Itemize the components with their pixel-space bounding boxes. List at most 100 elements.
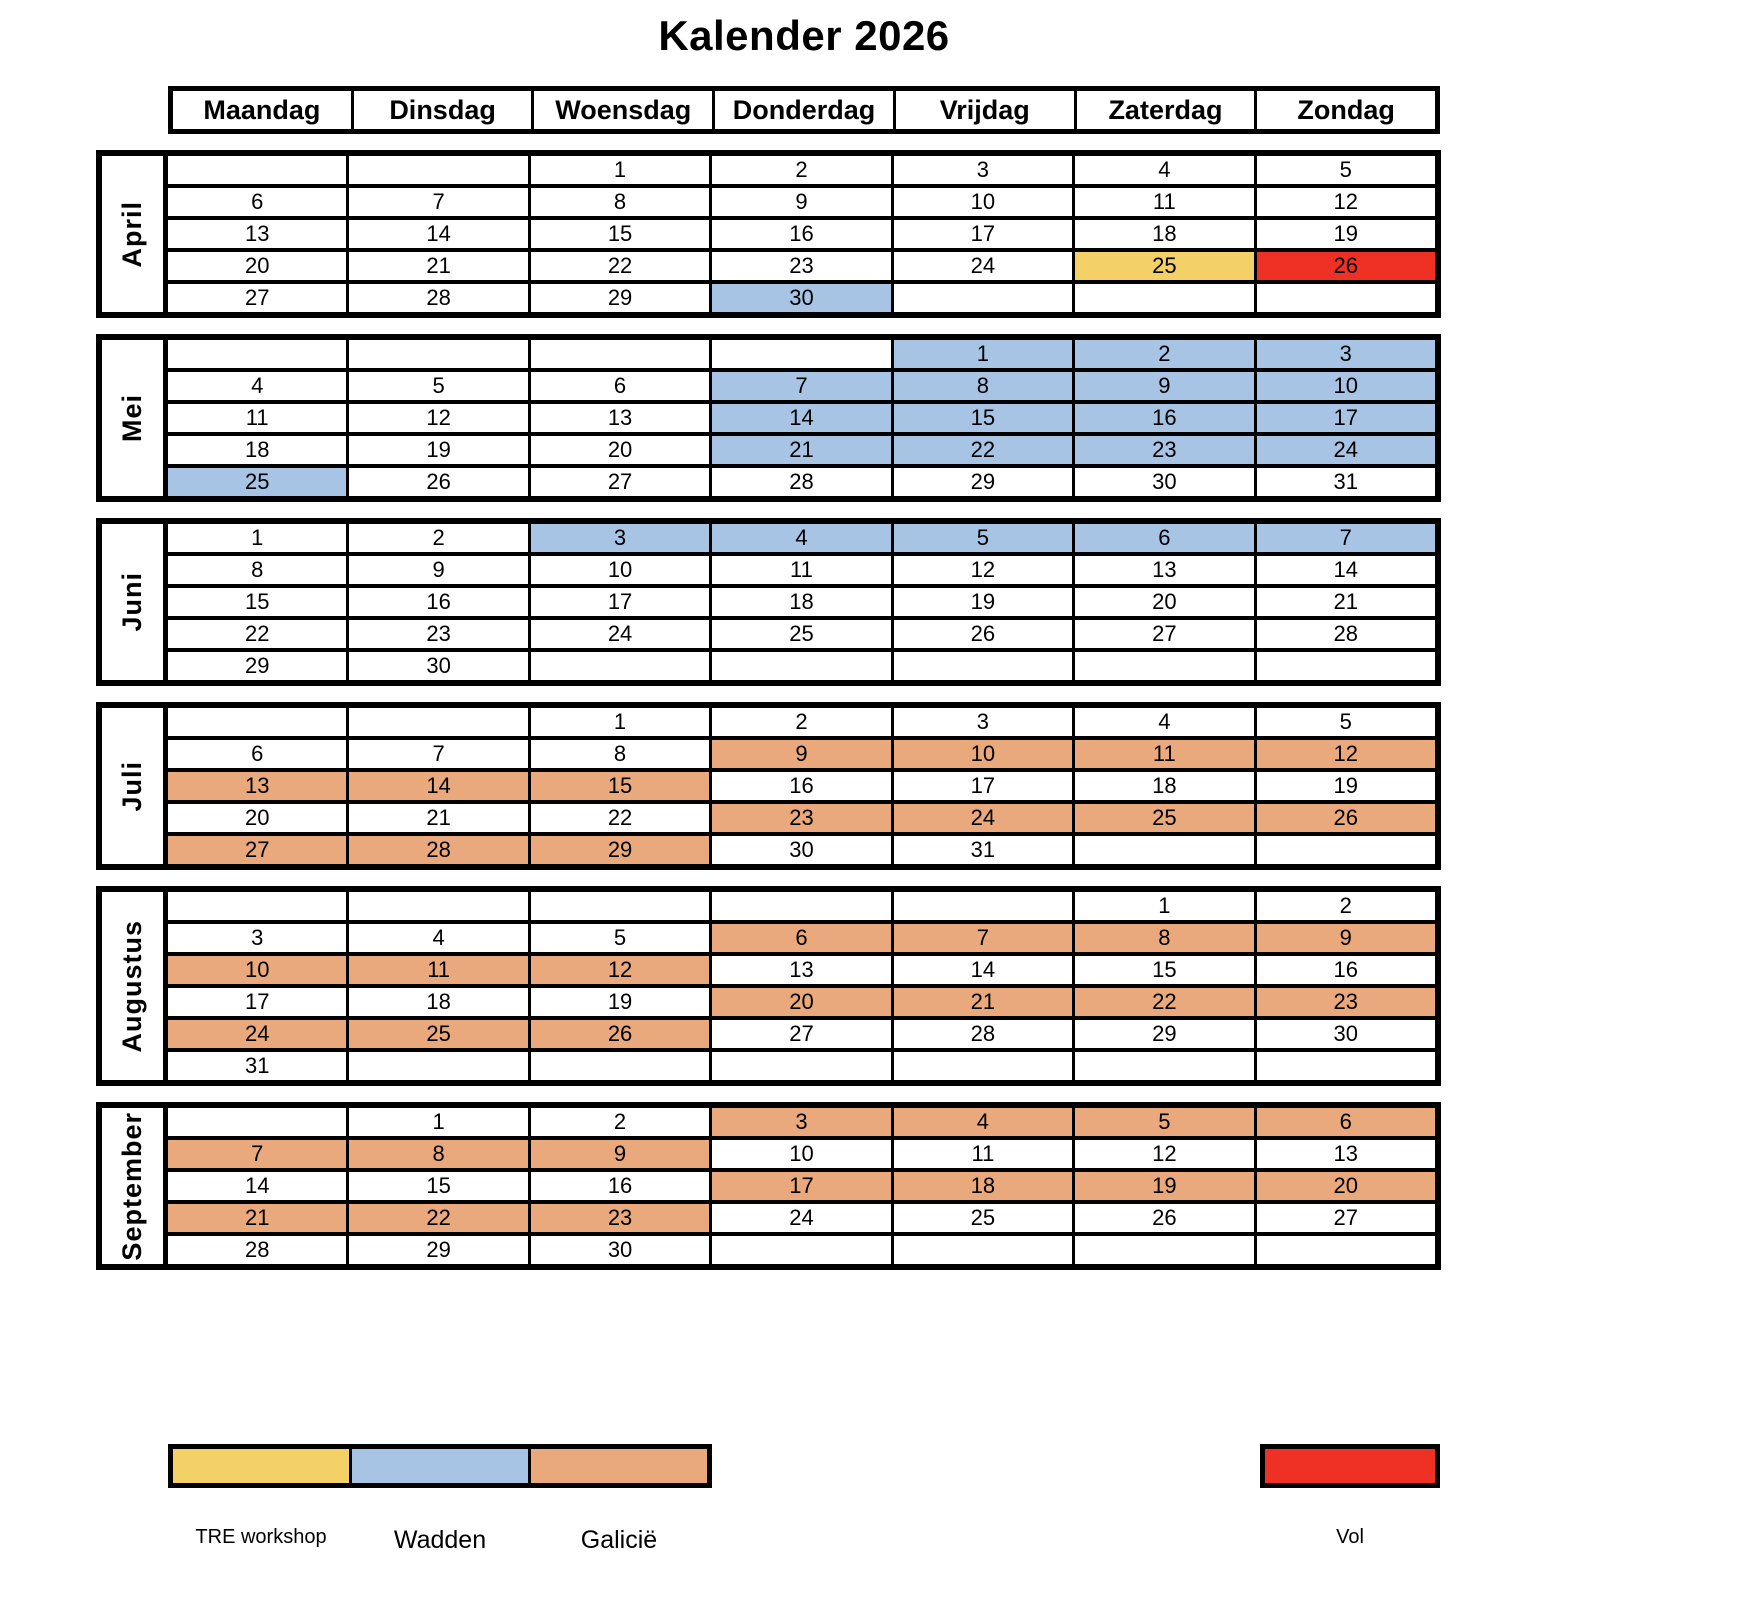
weekday-header-dinsdag: Dinsdag: [350, 91, 532, 129]
day-cell: 12: [890, 556, 1073, 584]
month-block-augustus: Augustus 1 2 3 4 5 6 7 8 9 10 11 12 13 14 15 16 17 18 19 20 2…: [96, 886, 1441, 1086]
week-row: 6 7 8 9 10 11 12: [168, 736, 1435, 768]
day-cell: 22: [168, 620, 347, 648]
day-cell: 11: [890, 1140, 1073, 1168]
day-cell: 4: [168, 372, 347, 400]
day-cell: 25: [168, 468, 347, 496]
week-row: 28 29 30: [168, 1232, 1435, 1264]
month-grid: 1 2 3 4 5 6 7 8 9 10 11 12 13 14 15 16 17 18 19 20 21 22 23 24 2…: [168, 156, 1435, 312]
day-cell: 10: [709, 1140, 891, 1168]
empty-cell: [527, 892, 710, 920]
day-cell: 4: [890, 1108, 1073, 1136]
month-block-april: April 1 2 3 4 5 6 7 8 9 10 11 12 13 14 15 16 17 18 19 20 21 22…: [96, 150, 1441, 318]
empty-cell: [168, 340, 347, 368]
day-cell: 9: [709, 740, 891, 768]
day-cell: 20: [168, 252, 347, 280]
day-cell: 18: [346, 988, 528, 1016]
day-cell: 16: [709, 772, 891, 800]
month-block-juni: Juni 1 2 3 4 5 6 7 8 9 10 11 12 13 14 15 16 17 18 19 20 21 22 2…: [96, 518, 1441, 686]
day-cell: 3: [1253, 340, 1435, 368]
day-cell: 2: [1072, 340, 1254, 368]
day-cell: 17: [1253, 404, 1435, 432]
day-cell: 7: [346, 740, 528, 768]
weekday-header-zaterdag: Zaterdag: [1073, 91, 1255, 129]
day-cell: 27: [1072, 620, 1254, 648]
day-cell: 30: [527, 1236, 710, 1264]
day-cell: 2: [1253, 892, 1435, 920]
day-cell: 7: [346, 188, 528, 216]
day-cell: 16: [1072, 404, 1254, 432]
day-cell: 28: [168, 1236, 347, 1264]
day-cell: 13: [1253, 1140, 1435, 1168]
day-cell: 3: [890, 708, 1073, 736]
day-cell: 8: [346, 1140, 528, 1168]
day-cell: 22: [1072, 988, 1254, 1016]
week-row: 27 28 29 30 31: [168, 832, 1435, 864]
day-cell: 1: [168, 524, 347, 552]
empty-cell: [890, 284, 1073, 312]
day-cell: 10: [527, 556, 710, 584]
empty-cell: [346, 708, 528, 736]
day-cell: 23: [1072, 436, 1254, 464]
week-row: 25 26 27 28 29 30 31: [168, 464, 1435, 496]
day-cell: 6: [527, 372, 710, 400]
week-row: 20 21 22 23 24 25 26: [168, 800, 1435, 832]
day-cell: 28: [346, 284, 528, 312]
day-cell: 23: [527, 1204, 710, 1232]
empty-cell: [527, 652, 710, 680]
day-cell: 1: [1072, 892, 1254, 920]
day-cell: 13: [168, 772, 347, 800]
day-cell: 30: [709, 836, 891, 864]
day-cell: 6: [168, 740, 347, 768]
day-cell: 10: [1253, 372, 1435, 400]
day-cell: 14: [709, 404, 891, 432]
day-cell: 23: [346, 620, 528, 648]
week-row: 20 21 22 23 24 25 26: [168, 248, 1435, 280]
day-cell: 13: [168, 220, 347, 248]
empty-cell: [1253, 1236, 1435, 1264]
weekday-header-zondag: Zondag: [1254, 91, 1435, 129]
day-cell: 31: [890, 836, 1073, 864]
day-cell: 3: [709, 1108, 891, 1136]
day-cell: 28: [890, 1020, 1073, 1048]
day-cell: 31: [168, 1052, 347, 1080]
empty-cell: [1072, 836, 1254, 864]
day-cell: 7: [1253, 524, 1435, 552]
legend-label: Galicië: [580, 1526, 658, 1554]
empty-cell: [1253, 652, 1435, 680]
month-label-cell: April: [102, 156, 168, 312]
week-row: 14 15 16 17 18 19 20: [168, 1168, 1435, 1200]
day-cell: 27: [168, 284, 347, 312]
day-cell: 9: [709, 188, 891, 216]
day-cell: 9: [1072, 372, 1254, 400]
day-cell: 8: [1072, 924, 1254, 952]
day-cell: 6: [709, 924, 891, 952]
legend-swatch-blue: [349, 1449, 528, 1483]
day-cell: 18: [1072, 220, 1254, 248]
month-label: April: [117, 200, 147, 268]
day-cell: 29: [346, 1236, 528, 1264]
page-title: Kalender 2026: [658, 12, 950, 59]
day-cell: 4: [346, 924, 528, 952]
week-row: 22 23 24 25 26 27 28: [168, 616, 1435, 648]
month-grid: 1 2 3 4 5 6 7 8 9 10 11 12 13 14 15 16 17 18 19 20 21 22 23 24 2…: [168, 524, 1435, 680]
day-cell: 12: [527, 956, 710, 984]
day-cell: 17: [890, 772, 1073, 800]
empty-cell: [709, 892, 891, 920]
day-cell: 2: [346, 524, 528, 552]
weekday-header-donderdag: Donderdag: [712, 91, 893, 129]
day-cell: 24: [168, 1020, 347, 1048]
day-cell: 15: [527, 772, 710, 800]
month-grid: 1 2 3 4 5 6 7 8 9 10 11 12 13 14 15 16 17 18 19 20 21 22 23 24 2…: [168, 1108, 1435, 1264]
empty-cell: [1253, 1052, 1435, 1080]
day-cell: 26: [527, 1020, 710, 1048]
month-block-september: September 1 2 3 4 5 6 7 8 9 10 11 12 13 14 15 16 17 18 19 20…: [96, 1102, 1441, 1270]
day-cell: 19: [1253, 772, 1435, 800]
week-row: 27 28 29 30: [168, 280, 1435, 312]
empty-cell: [168, 892, 347, 920]
day-cell: 21: [890, 988, 1073, 1016]
